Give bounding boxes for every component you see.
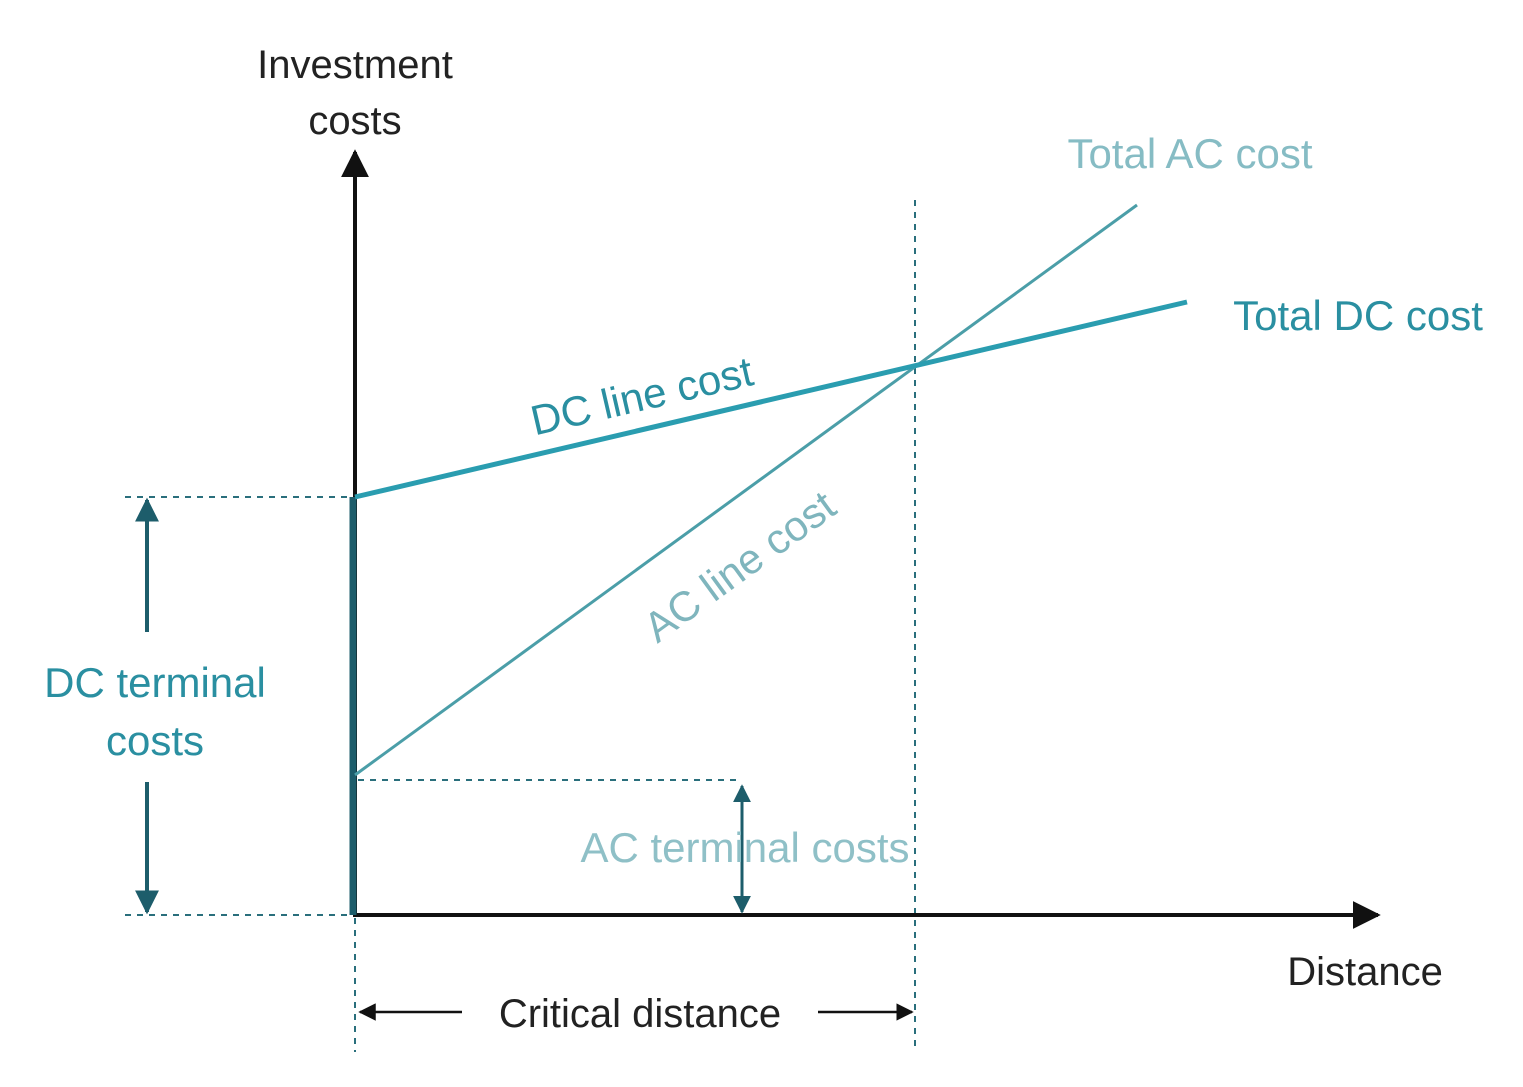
- y-axis-label: Investment: [257, 43, 453, 87]
- curve-label: Total DC cost: [1233, 292, 1483, 339]
- guide-lines: [125, 200, 916, 1052]
- ac-cost-line: [354, 203, 1138, 777]
- annotation: costs: [106, 717, 204, 764]
- x-axis-label: Distance: [1287, 950, 1443, 994]
- annotation: Critical distance: [499, 992, 781, 1036]
- curve-label: Total AC cost: [1067, 130, 1312, 177]
- y-axis-label: costs: [308, 99, 401, 143]
- curve-label: AC line cost: [635, 481, 844, 651]
- dc-cost-line: [354, 299, 1188, 500]
- annotation: DC terminal: [44, 659, 266, 706]
- annotation: AC terminal costs: [580, 824, 909, 871]
